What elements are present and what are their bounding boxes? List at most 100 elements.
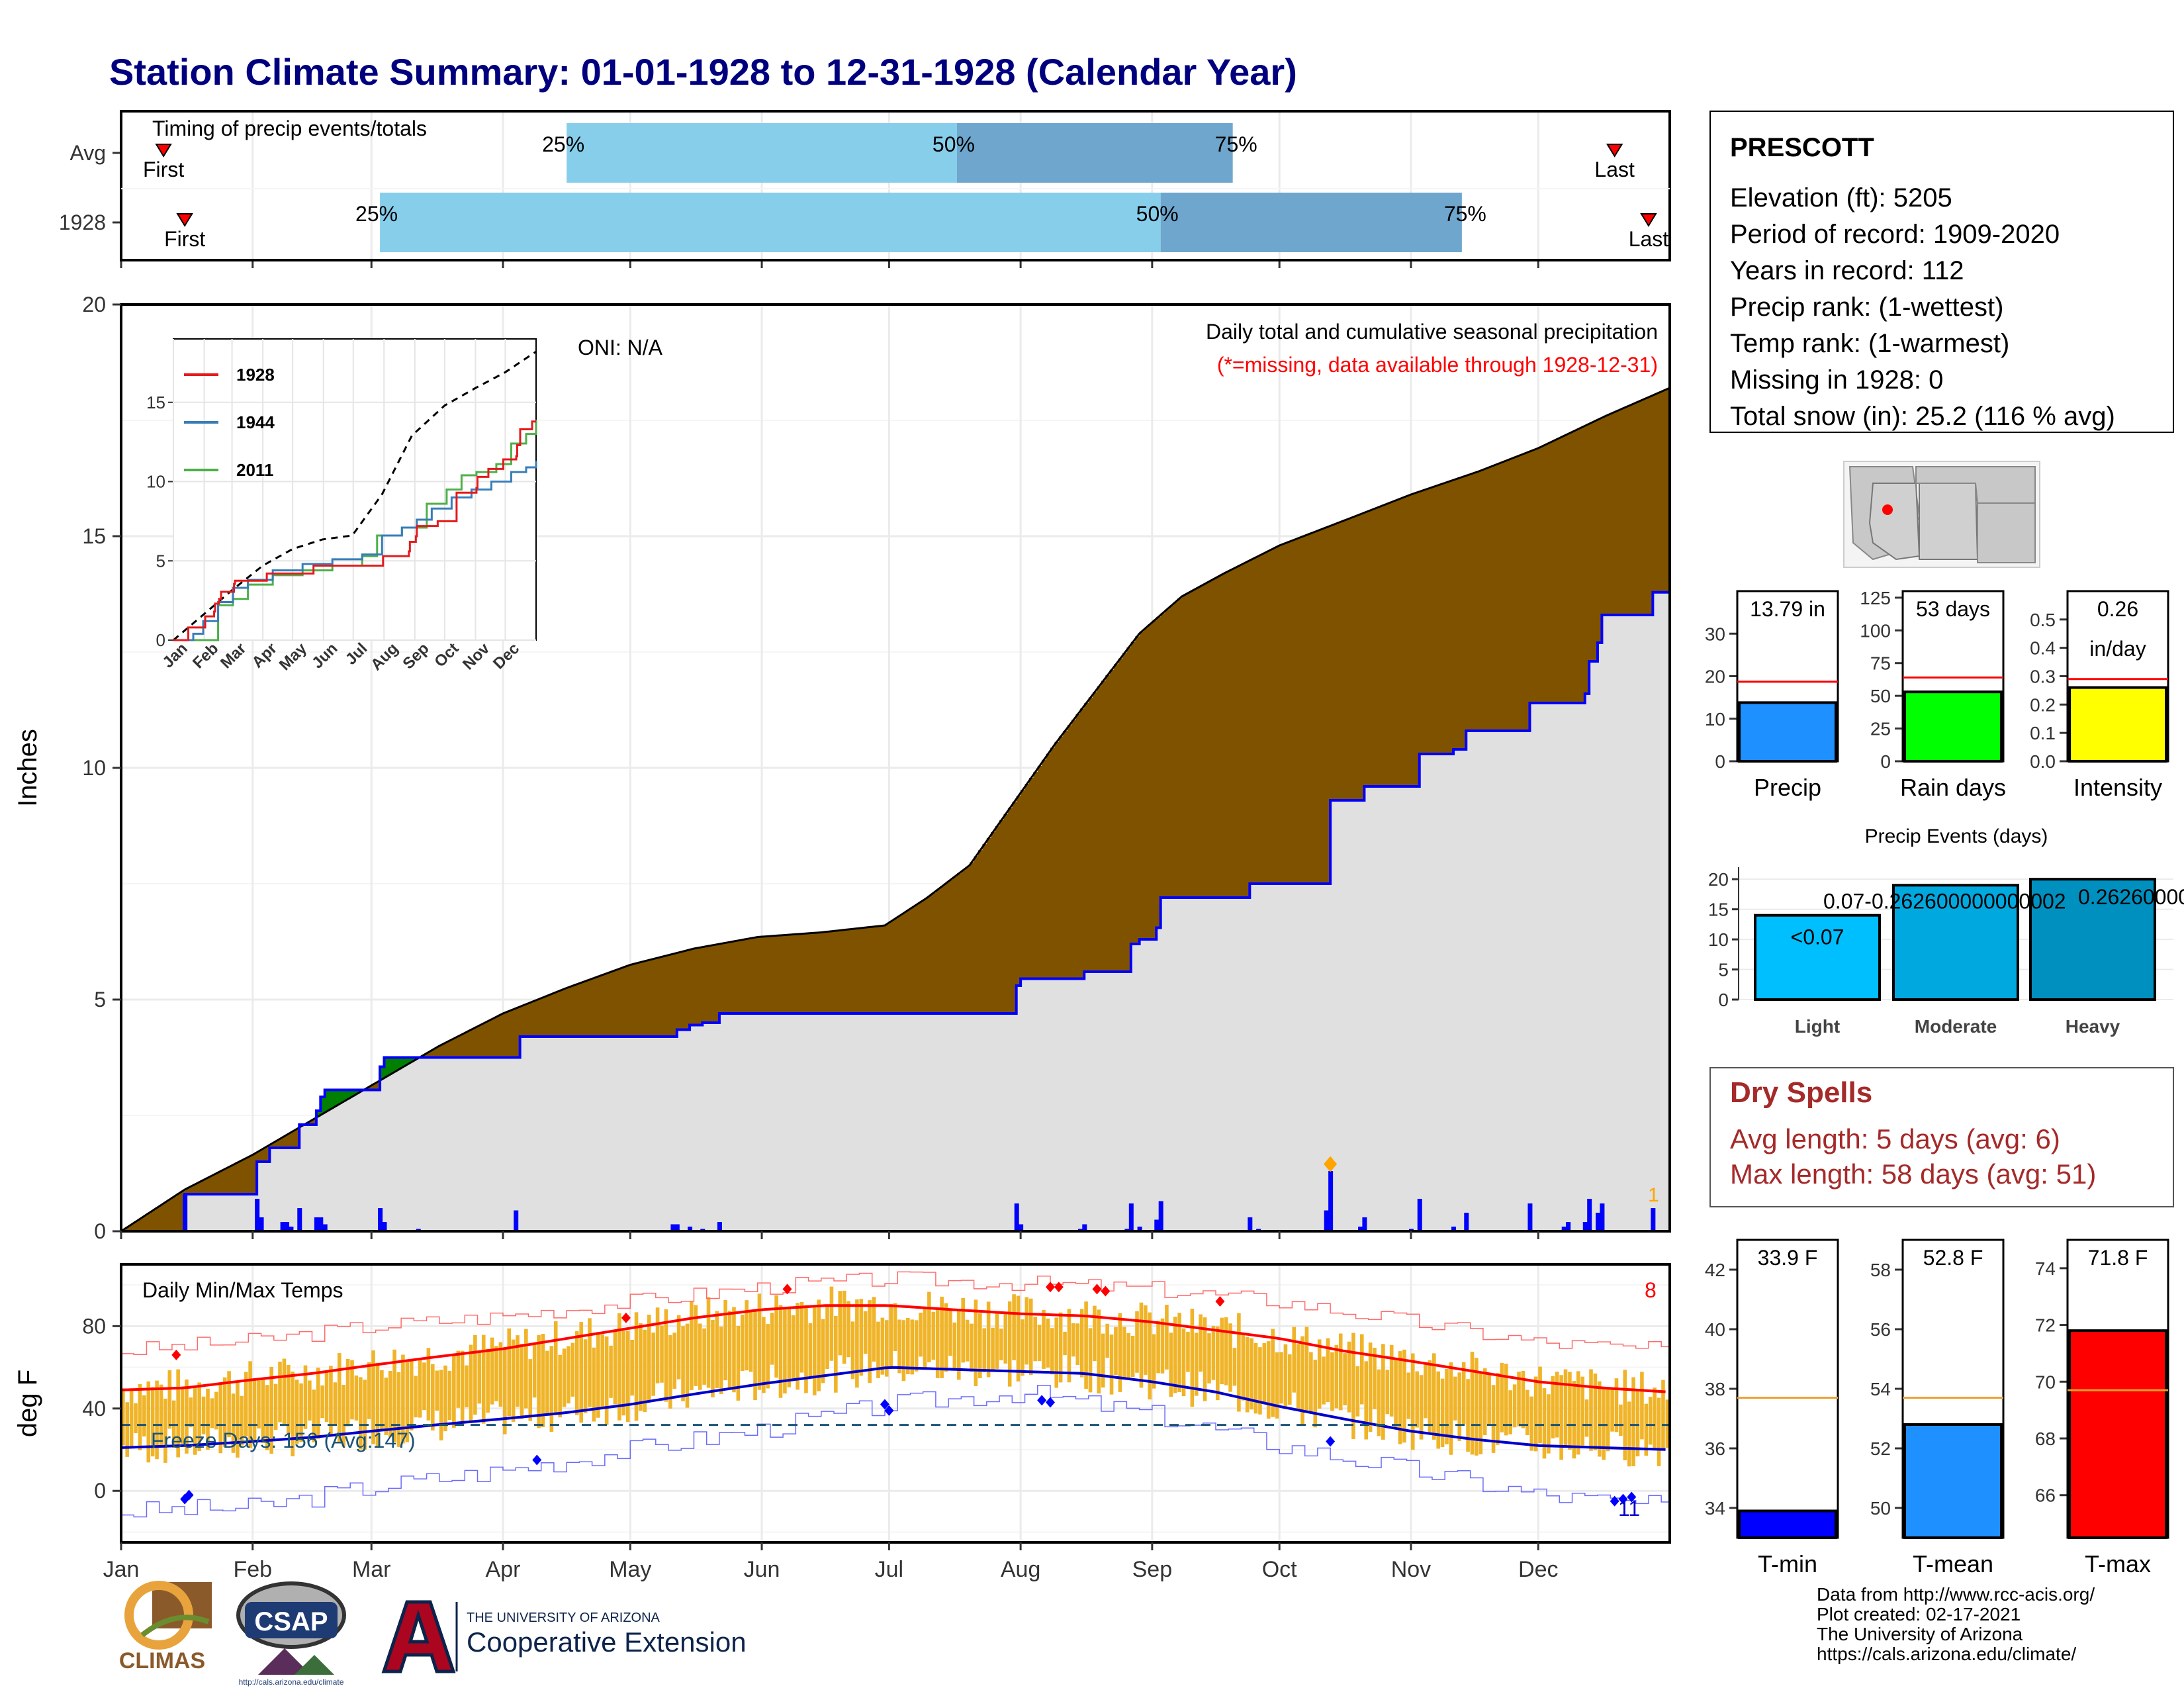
mini-value-bar [1903, 1423, 2003, 1539]
inset-ytick-label: 15 [146, 393, 165, 412]
precip-total-chart: 0 10 20 30 13.79 in Precip [1705, 590, 1839, 801]
daily-precip-bar [1600, 1203, 1605, 1231]
freeze-days-label: Freeze Days: 156 (Avg:147) [151, 1429, 416, 1452]
mini-value-label: 71.8 F [2088, 1246, 2148, 1270]
mini-ytick-label: 40 [1705, 1319, 1725, 1340]
record-high-marker [171, 1349, 181, 1360]
inset-ytick-label: 0 [156, 630, 165, 650]
month-label: Mar [352, 1557, 391, 1582]
timing-p75-label: 75% [1444, 202, 1486, 226]
mini-value-label: 13.79 in [1750, 597, 1825, 621]
mini-ytick-label: 66 [2035, 1485, 2056, 1506]
timing-row-label-avg: Avg [69, 141, 106, 165]
oni-label: ONI: N/A [578, 336, 663, 359]
station-info-line: Period of record: 1909-2020 [1730, 220, 2060, 249]
mini-ytick-label: 0.5 [2030, 610, 2056, 630]
timing-p50-label: 50% [1136, 202, 1179, 226]
station-info-line: Temp rank: (1-warmest) [1730, 329, 2009, 358]
map-region-texas [1977, 502, 2036, 563]
record-low-marker [1610, 1495, 1619, 1507]
events-category-label: Moderate [1915, 1016, 1997, 1037]
mini-ytick-label: 54 [1870, 1379, 1891, 1399]
csap-logo-text: CSAP [254, 1607, 328, 1636]
mini-ytick-label: 0 [1880, 751, 1891, 772]
record-high-marker [1092, 1284, 1102, 1295]
precip-subtitle: (*=missing, data available through 1928-… [1217, 353, 1658, 377]
daily-precip-bar [1248, 1217, 1253, 1231]
dry-spells-title: Dry Spells [1730, 1076, 1872, 1109]
daily-precip-bar [1324, 1210, 1329, 1231]
mini-value-bar [2068, 1329, 2167, 1539]
daily-precip-bar [1154, 1219, 1160, 1231]
record-low-marker [1627, 1491, 1637, 1503]
temp-title: Daily Min/Max Temps [142, 1278, 343, 1302]
month-label: Apr [486, 1557, 521, 1582]
timing-p25-label: 25% [542, 132, 584, 156]
daily-precip-bar [1582, 1222, 1588, 1231]
events-ytick-label: 15 [1708, 900, 1729, 920]
events-ytick-label: 0 [1718, 990, 1729, 1010]
daily-precip-bar [183, 1194, 188, 1231]
mini-ytick-label: 42 [1705, 1260, 1725, 1280]
map-region-north [1915, 466, 2036, 504]
month-label: Oct [1262, 1557, 1297, 1582]
daily-precip-bar [280, 1222, 285, 1231]
inset-legend-label: 1944 [236, 412, 275, 432]
events-bar-label: <0.07 [1791, 925, 1844, 949]
precip-corner-label: 1 [1648, 1184, 1659, 1206]
ua-a-icon [381, 1600, 456, 1673]
mini-ytick-label: 30 [1705, 624, 1725, 644]
record-high-count: 8 [1645, 1278, 1657, 1302]
mini-value-label: 53 days [1916, 597, 1990, 621]
events-category-label: Heavy [2066, 1016, 2120, 1037]
csap-logo: CSAP http://cals.arizona.edu/climate [236, 1581, 346, 1687]
temp-ytick-label: 0 [94, 1479, 106, 1503]
timing-heading: Timing of precip events/totals [152, 117, 427, 140]
daily-precip-bar [1082, 1224, 1087, 1231]
daily-precip-bar [717, 1222, 722, 1231]
mini-ytick-label: 50 [1870, 686, 1891, 706]
daily-precip-bar [314, 1217, 319, 1231]
map-region-newmexico [1919, 483, 1979, 560]
normal-min-line [120, 1366, 1666, 1451]
record-low-count: 11 [1618, 1497, 1640, 1521]
daily-precip-bar [297, 1208, 302, 1231]
mini-ytick-label: 50 [1870, 1498, 1891, 1519]
daily-precip-bar [1362, 1217, 1367, 1231]
source-line-1: Data from http://www.rcc-acis.org/ [1817, 1584, 2095, 1605]
daily-precip-bar [1137, 1227, 1142, 1231]
footer-logos: CLIMAS CSAP http://cals.arizona.edu/clim… [119, 1581, 747, 1687]
first-event-marker [155, 144, 172, 158]
daily-precip-bar [1019, 1224, 1024, 1231]
tmin-chart: 34 36 38 40 42 33.9 F T-min [1705, 1239, 1839, 1577]
daily-precip-bar [1358, 1227, 1363, 1231]
mini-ytick-label: 68 [2035, 1429, 2056, 1449]
daily-precip-bar [1587, 1199, 1592, 1231]
daily-precip-bar [1651, 1208, 1656, 1231]
daily-precip-bar [318, 1217, 324, 1231]
mini-ytick-label: 58 [1870, 1260, 1891, 1280]
record-high-marker [1101, 1286, 1111, 1297]
timing-bar-50-75 [1160, 193, 1462, 252]
record-low-marker [1037, 1395, 1047, 1406]
cumulative-1928-line [121, 590, 1670, 1233]
mini-value-label: 33.9 F [1758, 1246, 1818, 1270]
mini-ytick-label: 74 [2035, 1258, 2056, 1279]
intensity-chart: 0.0 0.1 0.2 0.3 0.4 0.5 0.26 in/day Intensity [2030, 590, 2169, 801]
station-info-line: Years in record: 112 [1730, 256, 1964, 285]
events-ytick-label: 10 [1708, 929, 1729, 950]
timing-row-label-year: 1928 [59, 211, 106, 234]
last-event-label: Last [1629, 227, 1669, 251]
mini-ytick-label: 0.0 [2030, 751, 2056, 772]
mini-ytick-label: 72 [2035, 1315, 2056, 1336]
events-bar [1754, 914, 1881, 1002]
month-label: Feb [233, 1557, 272, 1582]
ua-small-text: THE UNIVERSITY OF ARIZONA [467, 1611, 660, 1625]
dry-spells-box: Dry Spells Avg length: 5 days (avg: 6) M… [1709, 1067, 2174, 1207]
record-max-line [121, 1271, 1670, 1355]
source-line-2: Plot created: 02-17-2021 [1817, 1604, 2021, 1624]
ua-big-text: Cooperative Extension [467, 1626, 747, 1658]
climas-logo-text: CLIMAS [119, 1648, 205, 1673]
deficit-area [121, 389, 1670, 1231]
mini-ytick-label: 10 [1705, 709, 1725, 729]
